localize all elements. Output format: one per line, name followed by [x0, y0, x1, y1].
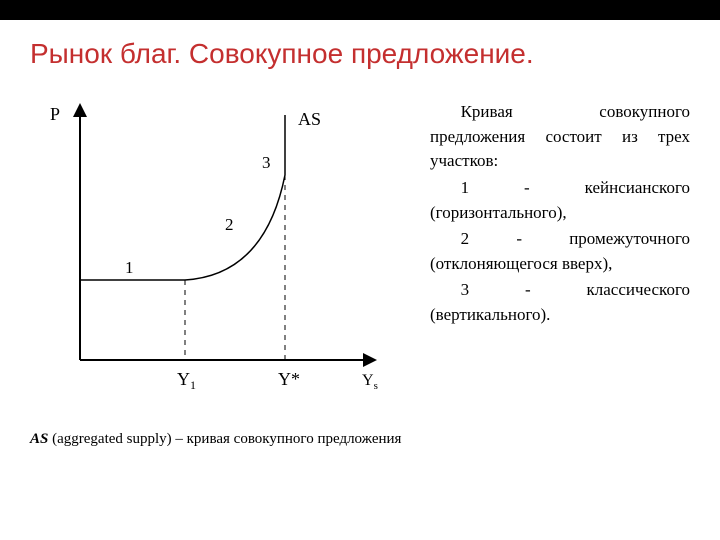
paragraph-intro: Кривая совокупного предложения состоит и… — [430, 100, 690, 174]
segment-1-label: 1 — [125, 258, 134, 277]
slide-title: Рынок благ. Совокупное предложение. — [0, 20, 720, 80]
p-axis-label: P — [50, 104, 60, 124]
description-column: Кривая совокупного предложения состоит и… — [410, 90, 690, 450]
y1-label: Y1 — [177, 369, 196, 392]
chart-column: P AS 1 2 3 Y1 Y* Ys AS (aggregated suppl… — [30, 90, 410, 450]
caption-rest: (aggregated supply) – кривая совокупного… — [48, 431, 401, 447]
ystar-label: Y* — [278, 369, 300, 389]
top-black-bar — [0, 0, 720, 20]
paragraph-seg3: 3 - классического (вертикального). — [430, 278, 690, 327]
content-row: P AS 1 2 3 Y1 Y* Ys AS (aggregated suppl… — [0, 80, 720, 450]
ys-label: Ys — [362, 372, 378, 392]
as-label: AS — [298, 109, 321, 129]
caption-as-prefix: AS — [30, 431, 48, 447]
paragraph-seg2: 2 - промежуточного (отклоняющегося вверх… — [430, 227, 690, 276]
paragraph-seg1: 1 - кейнсианского (горизонтального), — [430, 176, 690, 225]
as-curve-chart: P AS 1 2 3 Y1 Y* Ys — [30, 90, 390, 410]
chart-caption: AS (aggregated supply) – кривая совокупн… — [30, 430, 410, 450]
segment-2-label: 2 — [225, 215, 234, 234]
as-curve — [80, 115, 285, 280]
segment-3-label: 3 — [262, 153, 271, 172]
